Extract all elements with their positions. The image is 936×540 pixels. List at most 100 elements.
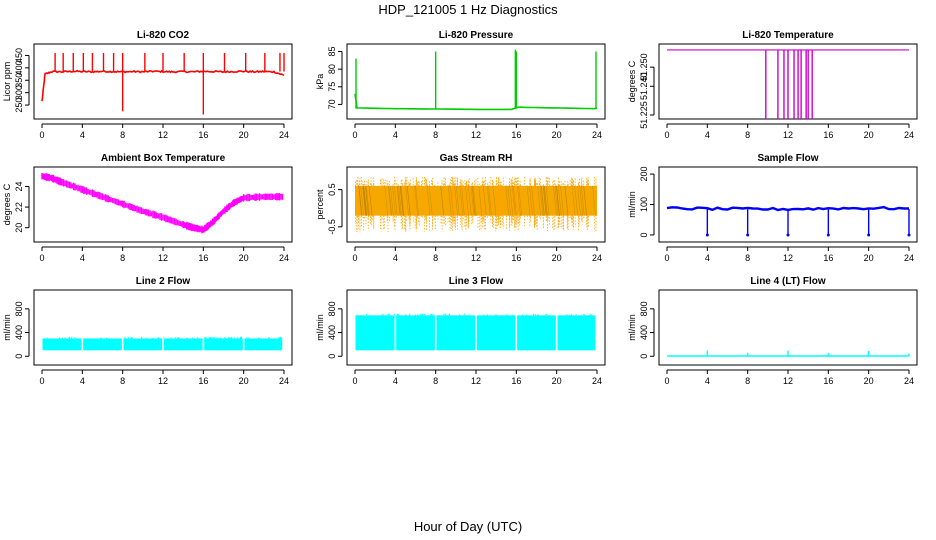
panel-title: Li-820 Temperature: [742, 30, 834, 41]
x-tick-label: 24: [904, 376, 914, 386]
x-tick-label: 4: [705, 376, 710, 386]
dip-point: [786, 233, 790, 237]
x-tick-label: 20: [552, 376, 562, 386]
y-tick-label: 0: [14, 354, 24, 359]
x-tick-label: 12: [783, 376, 793, 386]
y-tick-label: 800: [14, 301, 24, 316]
y-axis: 0 400 800: [639, 301, 655, 359]
panel-pressure: Li-820 Pressure kPa 0 4 8 12 16 20 24 70 75 80 85: [315, 30, 606, 140]
y-tick-label: 450: [14, 48, 24, 63]
y-tick-label: 800: [327, 301, 337, 316]
panel-title: Ambient Box Temperature: [101, 153, 226, 164]
texture-line: [426, 185, 431, 216]
y-tick-label: 20: [14, 223, 24, 233]
texture-line: [400, 185, 404, 216]
y-tick-label: 400: [639, 325, 649, 340]
x-tick-label: 20: [239, 376, 249, 386]
panel-title: Li-820 CO2: [137, 30, 190, 41]
texture-line: [564, 185, 569, 216]
series-line: [354, 93, 598, 111]
texture-line: [366, 185, 370, 216]
x-tick-label: 8: [745, 253, 750, 263]
panel-licor_temp: Li-820 Temperature degrees C 0 4 8 12 16 20 24 51…: [627, 30, 918, 140]
x-tick-label: 4: [705, 130, 710, 140]
texture-line: [571, 185, 576, 216]
texture-line: [392, 185, 396, 216]
y-tick-label: 400: [14, 60, 24, 75]
x-tick-label: 4: [80, 253, 85, 263]
x-tick-label: 24: [279, 253, 289, 263]
texture-line: [539, 185, 544, 216]
plot-frame: [346, 43, 606, 120]
y-tick-label: 75: [327, 82, 337, 92]
texture-line: [387, 185, 392, 216]
y-axis-label: percent: [315, 189, 325, 220]
x-axis: 0 4 8 12 16 20 24: [352, 123, 602, 140]
texture-line: [365, 185, 369, 216]
x-tick-label: 0: [664, 130, 669, 140]
plot-frame: [33, 289, 293, 366]
texture-line: [398, 185, 402, 216]
y-tick-label: -0.5: [327, 219, 337, 235]
figure-xlabel: Hour of Day (UTC): [414, 519, 522, 534]
texture-line: [363, 185, 367, 216]
x-tick-label: 16: [198, 253, 208, 263]
texture-line: [399, 185, 404, 216]
y-axis-label: degrees C: [627, 60, 637, 102]
panel-title: Li-820 Pressure: [439, 30, 514, 41]
data-marks: [41, 52, 285, 115]
flow-band: [517, 315, 556, 351]
dip-point: [867, 233, 871, 237]
texture-line: [360, 185, 364, 216]
texture-line: [465, 185, 469, 216]
x-tick-label: 8: [745, 376, 750, 386]
texture-line: [461, 185, 465, 216]
texture-line: [541, 185, 545, 216]
texture-line: [393, 185, 398, 216]
panel-sample_flow: Sample Flow ml/min 0 4 8 12 16 20 24 0 100 200: [627, 153, 918, 263]
texture-line: [556, 185, 560, 216]
texture-line: [400, 185, 405, 216]
texture-line: [471, 185, 476, 216]
texture-line: [396, 185, 401, 216]
x-tick-label: 12: [471, 253, 481, 263]
dip-point: [826, 233, 830, 237]
x-tick-label: 16: [198, 130, 208, 140]
flow-band: [436, 315, 476, 351]
y-tick-label: 0.5: [327, 183, 337, 196]
x-tick-label: 4: [393, 130, 398, 140]
texture-line: [414, 185, 418, 216]
x-tick-label: 24: [592, 253, 602, 263]
panel-line3: Line 3 Flow ml/min 0 4 8 12 16 20 24 0 400 800: [315, 276, 606, 386]
x-tick-label: 16: [511, 253, 521, 263]
texture-line: [579, 185, 583, 216]
texture-line: [517, 185, 521, 216]
x-axis: 0 4 8 12 16 20 24: [39, 369, 289, 386]
y-axis: -0.5 0.5: [327, 183, 343, 235]
y-tick-label: 51.225: [639, 101, 649, 129]
flow-band: [204, 338, 243, 351]
x-axis: 0 4 8 12 16 20 24: [664, 123, 914, 140]
y-axis-label: ml/min: [627, 191, 637, 218]
dip-point: [746, 233, 750, 237]
texture-line: [368, 185, 373, 216]
x-tick-label: 20: [239, 253, 249, 263]
x-tick-label: 8: [745, 130, 750, 140]
y-axis-label: ml/min: [315, 314, 325, 341]
plot-frame: [33, 166, 293, 243]
texture-line: [554, 185, 559, 216]
panel-title: Line 3 Flow: [449, 276, 504, 287]
panel-rh: Gas Stream RH percent 0 4 8 12 16 20 24 -0.5 0.5: [315, 153, 606, 263]
flow-band: [355, 315, 395, 351]
x-tick-label: 8: [120, 253, 125, 263]
x-tick-label: 24: [279, 376, 289, 386]
y-tick-label: 250: [14, 98, 24, 113]
x-tick-label: 16: [511, 130, 521, 140]
texture-line: [526, 185, 531, 216]
texture-line: [555, 185, 560, 216]
x-tick-label: 12: [158, 376, 168, 386]
x-tick-label: 8: [433, 376, 438, 386]
texture-line: [542, 185, 547, 216]
